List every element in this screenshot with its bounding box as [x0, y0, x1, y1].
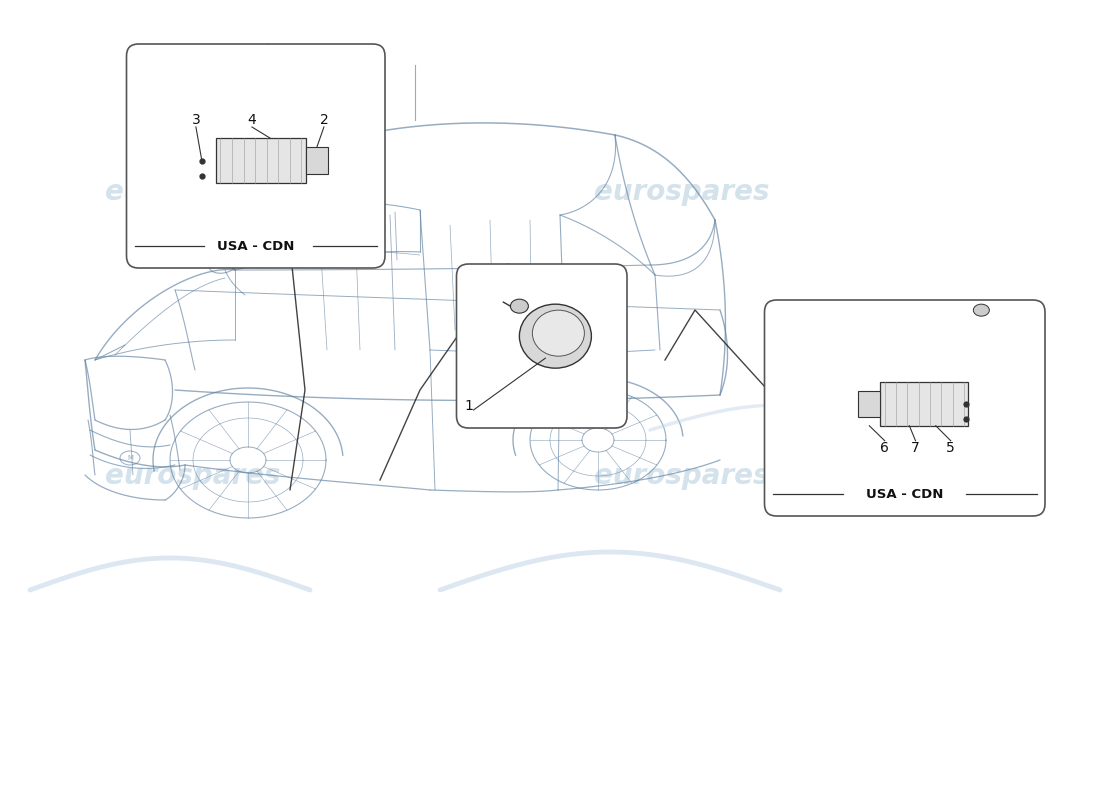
Text: USA - CDN: USA - CDN	[866, 487, 944, 501]
Text: 5: 5	[946, 441, 955, 454]
FancyBboxPatch shape	[126, 44, 385, 268]
Ellipse shape	[519, 304, 592, 368]
Ellipse shape	[510, 299, 528, 313]
Ellipse shape	[974, 304, 989, 316]
Bar	[880, 382, 968, 426]
Bar	[306, 147, 328, 174]
Text: 4: 4	[248, 113, 256, 127]
Text: 7: 7	[911, 441, 920, 454]
Text: 6: 6	[880, 441, 889, 454]
Bar	[858, 390, 880, 417]
Text: 3: 3	[191, 113, 200, 127]
Text: M: M	[126, 455, 133, 461]
FancyBboxPatch shape	[456, 264, 627, 428]
Ellipse shape	[532, 310, 584, 356]
Text: eurospares: eurospares	[594, 178, 770, 206]
Text: eurospares: eurospares	[594, 462, 770, 490]
Text: USA - CDN: USA - CDN	[217, 239, 295, 253]
Text: 1: 1	[464, 399, 473, 413]
Text: 2: 2	[319, 113, 328, 127]
Text: eurospares: eurospares	[104, 178, 280, 206]
FancyBboxPatch shape	[764, 300, 1045, 516]
Text: eurospares: eurospares	[104, 462, 280, 490]
Bar	[216, 138, 306, 183]
